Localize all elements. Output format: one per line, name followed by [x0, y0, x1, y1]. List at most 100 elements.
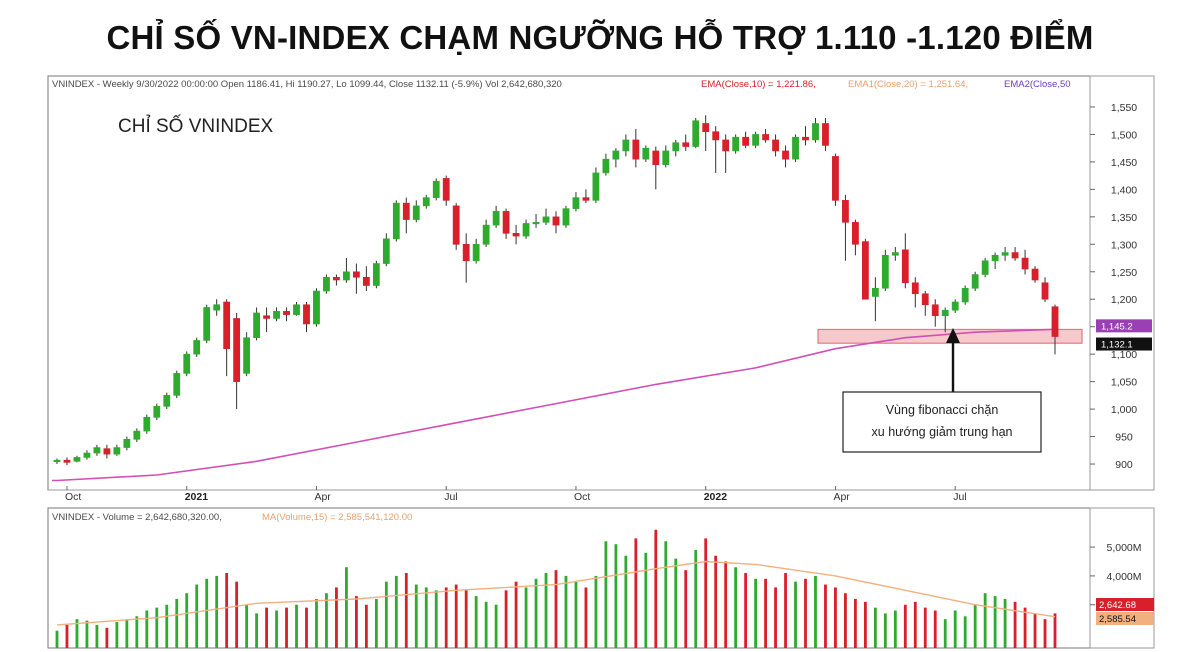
price-tick-label: 1,550	[1111, 102, 1137, 114]
volume-bar-down	[1053, 613, 1057, 648]
volume-bar-down	[265, 607, 268, 648]
candle-down	[772, 139, 779, 152]
candle-up	[123, 439, 131, 448]
volume-header-ma: MA(Volume,15) = 2,585,541,120.00	[262, 512, 412, 523]
volume-bar-down	[364, 604, 368, 648]
candle-down	[512, 233, 520, 237]
candle-up	[981, 260, 989, 275]
candle-up	[622, 139, 630, 152]
volume-bar-up	[624, 555, 628, 648]
volume-bar-down	[634, 538, 638, 648]
volume-bar-up	[115, 622, 119, 648]
price-tick-label: 1,000	[1111, 404, 1137, 416]
volume-bar-down	[704, 538, 708, 648]
volume-bar-up	[814, 575, 817, 648]
volume-bar-up	[394, 575, 398, 648]
candle-up	[382, 238, 390, 264]
volume-bar-up	[983, 593, 987, 648]
candle-up	[53, 459, 61, 462]
volume-bar-down	[923, 607, 927, 648]
candle-up	[253, 312, 260, 338]
candle-up	[941, 309, 949, 317]
volume-bar-down	[854, 598, 857, 648]
volume-bar-up	[594, 575, 598, 648]
volume-tick-label: 5,000M	[1106, 542, 1141, 554]
volume-bar-down	[764, 578, 767, 648]
volume-bar-down	[584, 587, 588, 648]
volume-bar-up	[155, 607, 159, 648]
candle-down	[722, 139, 730, 152]
volume-bar-down	[65, 624, 69, 648]
volume-bar-up	[953, 610, 957, 648]
volume-bar-up	[564, 575, 568, 648]
volume-bar-down	[824, 584, 827, 648]
volume-bar-down	[903, 604, 907, 648]
volume-bar-up	[993, 596, 997, 648]
candle-down	[442, 178, 450, 201]
volume-bar-up	[534, 578, 538, 648]
candle-up	[173, 373, 181, 396]
volume-bar-down	[933, 610, 937, 648]
ema50-line	[52, 328, 1056, 482]
volume-header: VNINDEX - Volume = 2,642,680,320.00,	[52, 512, 222, 523]
price-header-ema10: EMA(Close,10) = 1,221.86,	[701, 79, 816, 90]
candle-down	[263, 315, 270, 319]
volume-bar-up	[295, 604, 298, 648]
price-tick-label: 1,200	[1111, 294, 1137, 306]
volume-bar-up	[973, 604, 977, 648]
candle-down	[921, 293, 929, 306]
candle-down	[762, 134, 769, 141]
candle-up	[73, 457, 81, 462]
volume-bar-up	[664, 541, 668, 648]
volume-bar-up	[754, 578, 758, 648]
candle-up	[392, 202, 400, 240]
volume-bar-down	[654, 529, 658, 648]
candle-up	[592, 172, 600, 201]
price-tick-label: 1,450	[1111, 157, 1137, 169]
volume-bar-up	[215, 575, 219, 648]
price-panel-title: CHỈ SỐ VNINDEX	[118, 115, 274, 137]
candle-down	[911, 282, 919, 295]
candle-up	[532, 222, 540, 225]
x-tick-label: 2022	[704, 491, 728, 503]
candle-up	[313, 290, 320, 325]
volume-bar-down	[554, 570, 558, 648]
candle-down	[1011, 252, 1019, 259]
volume-bar-down	[744, 573, 748, 648]
price-tick-label: 1,100	[1111, 349, 1137, 361]
volume-bar-up	[424, 587, 428, 648]
volume-bar-up	[125, 619, 129, 648]
candle-up	[662, 150, 670, 165]
volume-bar-down	[404, 573, 408, 648]
candle-up	[542, 216, 550, 223]
volume-bar-up	[275, 610, 278, 648]
candle-down	[1041, 282, 1049, 300]
close-tag-text: 1,132.1	[1101, 340, 1133, 351]
candle-up	[153, 406, 161, 418]
volume-bar-up	[205, 578, 209, 648]
volume-bar-up	[734, 567, 738, 648]
candle-up	[812, 123, 819, 141]
candle-up	[961, 287, 969, 303]
volume-bar-up	[674, 558, 678, 648]
candle-down	[682, 142, 690, 147]
candle-up	[562, 208, 570, 226]
candle-up	[83, 452, 91, 458]
candle-up	[133, 430, 141, 440]
volume-bar-up	[484, 601, 488, 648]
volume-bar-up	[963, 616, 967, 648]
volume-bar-down	[454, 584, 458, 648]
candle-down	[712, 131, 720, 141]
candle-down	[402, 202, 410, 220]
candle-down	[742, 136, 750, 146]
volume-bar-up	[524, 587, 528, 648]
candle-up	[412, 205, 420, 220]
candle-up	[732, 136, 740, 152]
x-tick-label: Oct	[574, 491, 590, 503]
volume-bar-down	[335, 587, 338, 648]
ema50-tag-text: 1,145.2	[1101, 321, 1133, 332]
volume-ma-tag	[1096, 612, 1154, 625]
volume-bar-up	[245, 604, 249, 648]
volume-bar-down	[504, 590, 508, 648]
